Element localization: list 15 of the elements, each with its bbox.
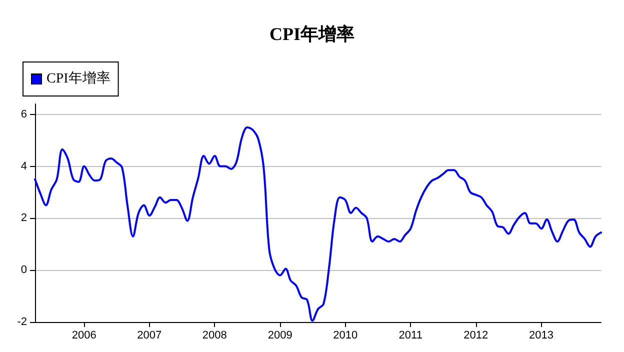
x-tick-label: 2006 bbox=[72, 330, 96, 342]
x-tick-label: 2010 bbox=[333, 330, 358, 342]
x-tick-label: 2012 bbox=[464, 330, 488, 342]
x-tick-label: 2013 bbox=[529, 330, 554, 342]
y-tick-label: 4 bbox=[20, 160, 27, 172]
x-tick-label: 2007 bbox=[137, 330, 162, 342]
y-tick-label: -2 bbox=[17, 316, 27, 328]
y-tick-label: 0 bbox=[20, 264, 27, 276]
chart-title: CPI年增率 bbox=[270, 24, 354, 44]
x-tick-label: 2008 bbox=[202, 330, 227, 342]
legend-label: CPI年增率 bbox=[46, 70, 110, 86]
y-tick-label: 6 bbox=[20, 108, 27, 120]
x-tick-label: 2009 bbox=[268, 330, 292, 342]
y-tick-label: 2 bbox=[20, 212, 27, 224]
x-tick-label: 2011 bbox=[398, 330, 422, 342]
